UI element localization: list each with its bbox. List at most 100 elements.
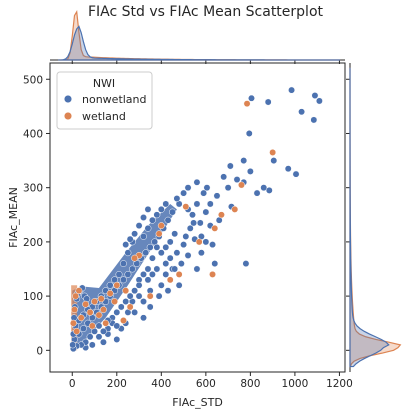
- point-nonwetland: [209, 241, 216, 249]
- point-wetland: [231, 205, 239, 213]
- y-tick-label: 100: [23, 291, 43, 303]
- point-nonwetland: [202, 208, 210, 216]
- point-nonwetland: [95, 333, 103, 341]
- point-nonwetland: [206, 200, 214, 208]
- point-wetland: [71, 306, 78, 314]
- point-nonwetland: [99, 327, 107, 335]
- point-nonwetland: [186, 224, 194, 232]
- legend: NWI nonwetland wetland: [56, 71, 153, 130]
- point-wetland: [69, 319, 77, 327]
- point-wetland: [111, 298, 119, 305]
- point-nonwetland: [315, 97, 323, 105]
- top-kde-wetland: [58, 9, 341, 61]
- legend-marker-nonwetland: [63, 94, 73, 104]
- y-tick-label: 0: [36, 345, 43, 357]
- point-nonwetland: [124, 270, 132, 278]
- point-wetland: [77, 314, 85, 322]
- point-nonwetland: [166, 254, 174, 262]
- point-nonwetland: [246, 167, 254, 175]
- point-nonwetland: [122, 298, 130, 305]
- point-wetland: [86, 308, 94, 316]
- legend-label-wetland: wetland: [82, 110, 126, 123]
- point-nonwetland: [190, 219, 198, 227]
- point-nonwetland: [175, 281, 183, 289]
- x-tick-label: 1200: [326, 378, 353, 390]
- point-nonwetland: [298, 108, 306, 116]
- y-tick-label: 300: [23, 183, 43, 195]
- point-nonwetland: [189, 211, 196, 219]
- x-tick-label: 1000: [282, 378, 309, 390]
- x-tick-label: 0: [69, 378, 76, 390]
- point-nonwetland: [113, 308, 121, 316]
- point-wetland: [122, 287, 130, 295]
- point-nonwetland: [162, 200, 170, 208]
- y-axis-label: FIAc_MEAN: [7, 187, 20, 248]
- right-kde-wetland: [349, 67, 402, 368]
- point-nonwetland: [202, 238, 210, 246]
- point-wetland: [82, 300, 90, 308]
- point-nonwetland: [284, 165, 292, 173]
- point-nonwetland: [140, 314, 147, 322]
- point-nonwetland: [233, 176, 241, 184]
- point-wetland: [155, 230, 163, 238]
- point-nonwetland: [226, 162, 234, 170]
- point-nonwetland: [95, 322, 103, 330]
- point-nonwetland: [171, 230, 179, 238]
- point-nonwetland: [162, 243, 170, 251]
- point-nonwetland: [193, 200, 201, 208]
- point-nonwetland: [155, 292, 163, 300]
- legend-title: NWI: [93, 77, 115, 90]
- point-nonwetland: [157, 281, 165, 289]
- point-nonwetland: [146, 303, 154, 311]
- point-nonwetland: [120, 276, 127, 284]
- point-nonwetland: [245, 130, 253, 137]
- point-nonwetland: [253, 189, 261, 197]
- point-nonwetland: [264, 98, 272, 106]
- point-nonwetland: [248, 94, 255, 102]
- point-nonwetland: [126, 292, 134, 300]
- point-nonwetland: [213, 192, 221, 200]
- point-nonwetland: [140, 270, 147, 278]
- point-nonwetland: [140, 298, 147, 305]
- point-nonwetland: [88, 341, 96, 349]
- point-nonwetland: [144, 205, 152, 213]
- point-nonwetland: [153, 243, 161, 251]
- point-nonwetland: [164, 287, 172, 295]
- point-nonwetland: [148, 254, 156, 262]
- point-wetland: [113, 281, 121, 289]
- point-wetland: [97, 295, 105, 303]
- point-nonwetland: [177, 260, 185, 268]
- point-nonwetland: [153, 265, 161, 273]
- point-wetland: [88, 322, 96, 330]
- point-nonwetland: [242, 260, 250, 268]
- legend-box: [56, 71, 153, 130]
- point-nonwetland: [131, 308, 139, 316]
- point-wetland: [217, 211, 225, 219]
- point-nonwetland: [135, 281, 143, 289]
- chart-title: FIAc Std vs FIAc Mean Scatterplot: [88, 4, 323, 20]
- point-nonwetland: [169, 208, 176, 216]
- point-nonwetland: [131, 287, 139, 295]
- point-nonwetland: [148, 270, 156, 278]
- point-nonwetland: [211, 260, 219, 268]
- point-nonwetland: [144, 265, 152, 273]
- point-nonwetland: [193, 265, 201, 273]
- main-scatter-area: 0 200 400 600 800 1000 1200 0 100 200 300 400 500 FIA…: [7, 62, 353, 409]
- x-axis-label: FIAc_STD: [172, 396, 223, 409]
- point-wetland: [243, 100, 251, 108]
- x-tick-label: 600: [196, 378, 216, 390]
- point-wetland: [91, 298, 98, 305]
- right-marginal-kde: [346, 63, 402, 372]
- point-nonwetland: [310, 116, 318, 124]
- point-nonwetland: [180, 189, 188, 197]
- point-nonwetland: [180, 241, 188, 249]
- point-wetland: [72, 292, 80, 300]
- point-nonwetland: [203, 184, 211, 192]
- point-wetland: [182, 203, 190, 211]
- point-nonwetland: [148, 216, 156, 224]
- point-nonwetland: [113, 336, 121, 343]
- point-nonwetland: [140, 233, 147, 240]
- point-nonwetland: [292, 170, 300, 178]
- y-tick-label: 400: [23, 128, 43, 140]
